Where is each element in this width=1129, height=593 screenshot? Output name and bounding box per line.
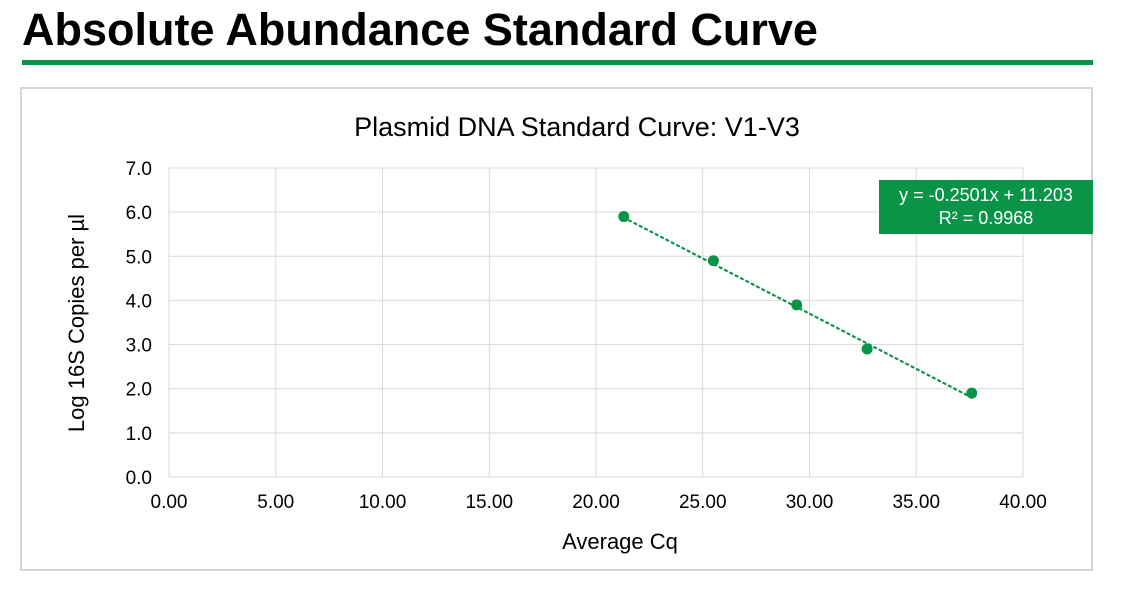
grid-lines	[168, 167, 1024, 478]
data-point	[707, 255, 719, 267]
y-tick-label: 5.0	[126, 247, 152, 268]
tick-labels: 0.00 5.00 10.00 15.00 20.00 25.00 30.00 35.00 40…	[126, 159, 1047, 513]
x-tick-label: 10.00	[359, 492, 407, 513]
y-axis-title: Log 16S Copies per µl	[64, 214, 89, 432]
trendline-equation-box: y = -0.2501x + 11.203 R² = 0.9968	[879, 180, 1093, 234]
y-tick-label: 6.0	[126, 203, 152, 224]
x-tick-label: 25.00	[679, 492, 727, 513]
page-heading: Absolute Abundance Standard Curve	[22, 4, 818, 55]
x-tick-label: 15.00	[465, 492, 513, 513]
trendline-layer	[622, 216, 973, 399]
heading-underline	[22, 60, 1093, 65]
equation-box-background	[879, 180, 1093, 234]
y-tick-label: 4.0	[126, 291, 152, 312]
r-squared-label: R² = 0.9968	[939, 208, 1034, 228]
trendline-equation: y = -0.2501x + 11.203	[899, 185, 1073, 205]
x-tick-label: 0.00	[151, 492, 188, 513]
y-tick-label: 2.0	[126, 380, 152, 401]
x-tick-label: 35.00	[892, 492, 940, 513]
data-point	[861, 343, 873, 355]
x-tick-label: 5.00	[257, 492, 294, 513]
trendline	[622, 216, 973, 399]
x-tick-label: 30.00	[786, 492, 834, 513]
data-point	[791, 299, 803, 311]
y-tick-label: 0.0	[126, 468, 152, 489]
y-tick-label: 1.0	[126, 424, 152, 445]
x-tick-label: 20.00	[572, 492, 620, 513]
chart-title: Plasmid DNA Standard Curve: V1-V3	[354, 112, 800, 142]
data-point	[618, 211, 630, 223]
y-tick-label: 3.0	[126, 336, 152, 357]
y-tick-label: 7.0	[126, 159, 152, 180]
x-axis-title: Average Cq	[562, 529, 678, 554]
x-tick-label: 40.00	[999, 492, 1047, 513]
data-points	[618, 211, 978, 399]
data-point	[966, 387, 978, 399]
